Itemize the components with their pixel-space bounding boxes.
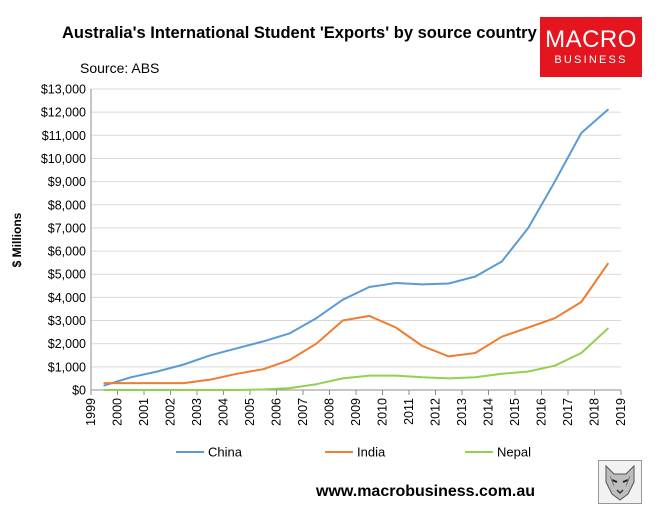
logo-main-text: MACRO — [545, 26, 637, 53]
wolf-head-icon — [598, 460, 642, 504]
y-axis-label: $ Millions — [10, 212, 24, 267]
macro-business-logo: MACRO BUSINESS — [540, 17, 642, 77]
y-tick-label: $7,000 — [48, 221, 86, 235]
x-tick-label: 2000 — [111, 398, 125, 426]
y-tick-label: $0 — [72, 384, 86, 398]
logo-sub-text: BUSINESS — [554, 54, 628, 66]
x-tick-label: 2011 — [402, 398, 416, 425]
y-tick-label: $10,000 — [41, 152, 86, 166]
y-tick-label: $1,000 — [48, 360, 86, 374]
y-tick-label: $8,000 — [48, 198, 86, 212]
x-tick-label: 2003 — [190, 398, 204, 426]
legend: China India Nepal — [176, 445, 531, 460]
series-lines — [103, 108, 609, 391]
x-tick-label: 2006 — [270, 398, 284, 426]
x-tick-label: 2007 — [296, 398, 310, 426]
y-tick-label: $11,000 — [42, 129, 86, 143]
x-tick-label: 2010 — [376, 398, 390, 426]
x-tick-label: 2018 — [588, 398, 602, 426]
chart-title: Australia's International Student 'Expor… — [62, 24, 537, 42]
x-tick-label: 2008 — [323, 398, 337, 426]
x-tick-label: 2015 — [508, 398, 522, 426]
series-line-nepal — [103, 327, 609, 391]
website-url: www.macrobusiness.com.au — [316, 483, 536, 500]
x-tick-label: 2004 — [217, 398, 231, 426]
y-tick-label: $5,000 — [48, 268, 86, 282]
y-tick-label: $9,000 — [48, 175, 86, 189]
x-tick-label: 2001 — [137, 398, 151, 426]
legend-label-nepal: Nepal — [497, 445, 531, 460]
x-axis-tick-labels: 1999 2000 2001 2002 2003 2004 2005 2006 2007 2008… — [84, 398, 628, 426]
y-tick-label: $2,000 — [48, 337, 86, 351]
x-tick-label: 2013 — [455, 398, 469, 426]
series-line-china — [103, 108, 609, 387]
legend-label-india: India — [357, 445, 386, 460]
chart-source: Source: ABS — [80, 60, 160, 76]
y-tick-label: $13,000 — [41, 83, 86, 97]
x-tick-label: 2002 — [164, 398, 178, 426]
series-line-india — [103, 262, 609, 385]
gridlines — [91, 88, 621, 368]
y-tick-label: $12,000 — [41, 106, 86, 120]
y-tick-label: $4,000 — [48, 291, 86, 305]
x-tick-label: 2005 — [243, 398, 257, 426]
y-axis-tick-labels: $0 $1,000 $2,000 $3,000 $4,000 $5,000 $6,000 $7… — [41, 83, 86, 398]
x-tick-label: 2012 — [429, 398, 443, 426]
x-tick-label: 1999 — [84, 398, 98, 426]
x-tick-label: 2014 — [482, 398, 496, 426]
x-tick-label: 2019 — [614, 398, 628, 426]
x-tick-label: 2017 — [561, 398, 575, 426]
y-tick-label: $3,000 — [48, 314, 86, 328]
x-tick-label: 2016 — [535, 398, 549, 426]
y-tick-label: $6,000 — [48, 245, 86, 259]
legend-label-china: China — [208, 445, 243, 460]
x-tick-label: 2009 — [349, 398, 363, 426]
